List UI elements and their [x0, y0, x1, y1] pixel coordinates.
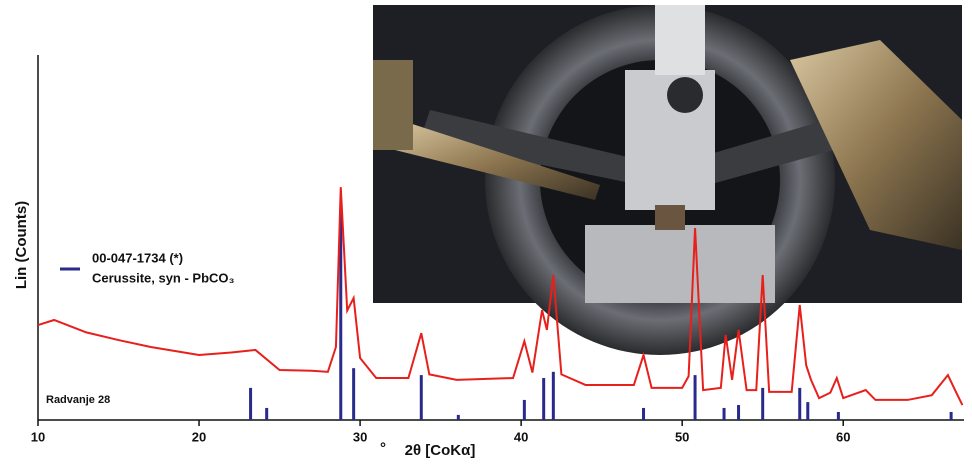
x-tick-label: 10 — [31, 429, 45, 444]
x-tick-label: 20 — [192, 429, 206, 444]
photo-inset — [373, 5, 962, 355]
x-axis-label: 2θ [CoKα] — [405, 442, 476, 459]
x-tick-label: 40 — [514, 429, 528, 444]
x-tick-label: 60 — [836, 429, 850, 444]
diffraction-pattern — [37, 187, 964, 406]
legend-description: Cerussite, syn - PbCO₃ — [92, 270, 235, 285]
x-axis-label-prefix: ° — [380, 440, 386, 457]
y-axis-label: Lin (Counts) — [13, 201, 30, 289]
sample-label: Radvanje 28 — [46, 394, 110, 406]
legend-label: 00-047-1734 (*) — [92, 250, 183, 265]
x-tick-label: 50 — [675, 429, 689, 444]
x-tick-label: 30 — [353, 429, 367, 444]
